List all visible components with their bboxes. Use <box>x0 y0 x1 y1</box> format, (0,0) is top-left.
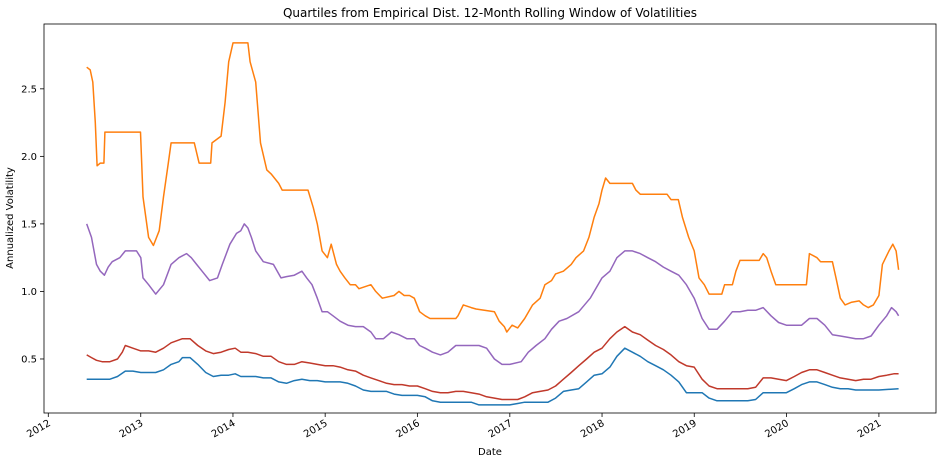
x-axis-label: Date <box>478 447 502 458</box>
y-tick-label-2.0: 2.0 <box>21 152 37 163</box>
chart-title: Quartiles from Empirical Dist. 12-Month … <box>283 6 697 20</box>
y-tick-label-2.5: 2.5 <box>21 84 37 95</box>
series-line-1 <box>86 42 900 333</box>
series-line-3 <box>86 325 899 401</box>
plot-frame <box>43 23 937 414</box>
series-layer <box>85 42 900 406</box>
y-axis-label: Annualized Volatility <box>5 167 16 269</box>
series-line-4 <box>86 347 899 406</box>
y-tick-label-1.5: 1.5 <box>21 219 37 230</box>
series-line-2 <box>85 223 900 366</box>
y-axis-ticks: 0.5 1.0 1.5 2.0 2.5 <box>21 84 44 365</box>
y-tick-label-1.0: 1.0 <box>21 287 37 298</box>
y-tick-label-0.5: 0.5 <box>21 354 37 365</box>
